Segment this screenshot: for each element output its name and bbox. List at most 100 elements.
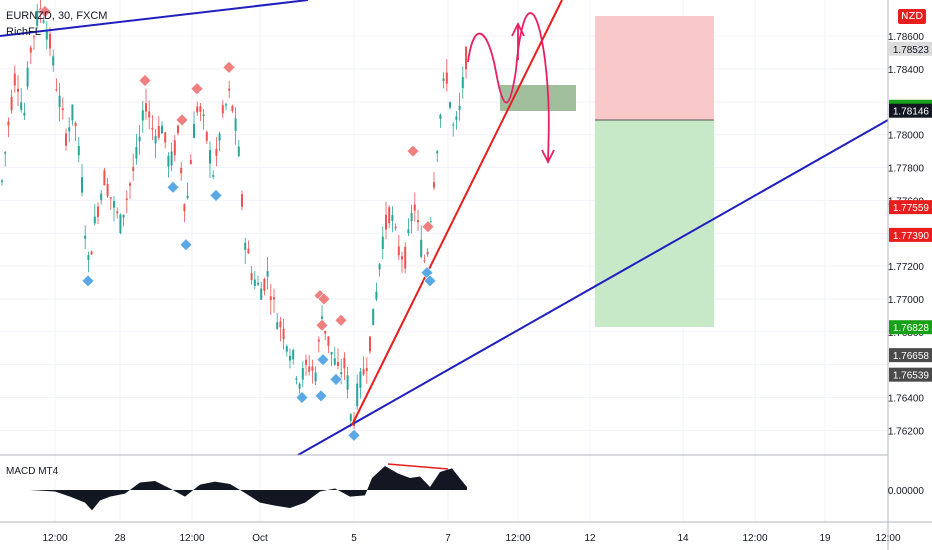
- candle-body: [423, 260, 426, 262]
- time-tick-label: 19: [819, 533, 831, 544]
- candle-body: [269, 296, 272, 301]
- signal-markers: [38, 5, 437, 442]
- candle-body: [58, 95, 61, 108]
- price-tag: [889, 348, 932, 363]
- candle-body: [333, 358, 336, 365]
- candle-body: [285, 346, 288, 352]
- candle-body: [426, 251, 429, 255]
- candle-body: [276, 322, 279, 329]
- buy-signal-diamond: [209, 189, 223, 202]
- price-tick-label: 1.78400: [888, 65, 925, 76]
- candle-body: [340, 372, 343, 375]
- price-tag-label: 1.78523: [893, 45, 930, 56]
- candle-body: [4, 152, 7, 154]
- buy-signal-diamond: [316, 353, 330, 367]
- price-tick-label: 1.78000: [888, 131, 925, 142]
- symbol-title: EURNZD, 30, FXCM: [6, 10, 108, 22]
- support-trendline: [297, 119, 889, 456]
- macd-panel: [0, 454, 888, 511]
- candle-body: [420, 239, 423, 257]
- sell-signal-diamond: [317, 292, 331, 306]
- candle-body: [391, 214, 394, 221]
- candle-body: [247, 248, 250, 254]
- stop-loss-zone: [595, 16, 714, 120]
- candle-body: [87, 255, 90, 260]
- trendline-layer[interactable]: [0, 0, 889, 456]
- time-tick-label: 12:00: [179, 533, 204, 544]
- candle-body: [68, 127, 71, 132]
- candle-body: [369, 336, 371, 352]
- candle-body: [36, 10, 39, 26]
- sell-signal-diamond: [138, 74, 152, 87]
- candle-body: [362, 368, 365, 375]
- price-tag: [889, 200, 932, 215]
- risk-reward-layer[interactable]: [500, 16, 714, 327]
- time-axis[interactable]: 12:00 28 12:00 Oct 5 7 12:00 12 14 12:00 19 12:00: [0, 521, 932, 544]
- candle-body: [381, 236, 384, 249]
- price-axis-background: [888, 0, 932, 550]
- candle-body: [228, 88, 231, 91]
- time-tick-label: 12: [584, 533, 596, 544]
- sell-signal-diamond: [406, 144, 420, 158]
- candle-body: [429, 221, 432, 223]
- sell-signal-diamond: [315, 318, 329, 332]
- time-tick-label: 12:00: [42, 533, 67, 544]
- price-tag: [889, 367, 932, 382]
- candle-body: [77, 145, 80, 156]
- candle-body: [221, 105, 224, 114]
- macd-divergence-line: [387, 463, 449, 470]
- candle-body: [17, 88, 19, 92]
- candle-body: [250, 273, 253, 281]
- candle-body: [404, 246, 407, 269]
- price-tick-label: 1.76400: [888, 394, 925, 405]
- candle-body: [20, 102, 23, 110]
- candle-body: [311, 366, 314, 371]
- price-tick-label: 1.77200: [888, 262, 925, 273]
- candle-body: [113, 201, 115, 208]
- time-tick-label: Oct: [252, 533, 268, 544]
- candle-body: [327, 336, 330, 346]
- candle-body: [317, 339, 320, 342]
- candle-body: [231, 105, 234, 112]
- price-tick-label: 1.76200: [888, 426, 925, 437]
- candle-body: [122, 214, 125, 218]
- time-tick-label: 7: [445, 533, 451, 544]
- indicator-label: RichFL: [6, 26, 41, 38]
- candle-body: [301, 368, 304, 380]
- buy-signal-diamond: [166, 180, 180, 194]
- candle-body: [343, 357, 346, 369]
- price-projection-path: [467, 12, 550, 161]
- candle-body: [164, 132, 167, 143]
- candle-body: [23, 112, 26, 116]
- candle-body: [157, 126, 160, 138]
- candle-body: [189, 159, 192, 165]
- candle-body: [186, 195, 189, 199]
- candle-body: [173, 140, 176, 156]
- candle-body: [183, 204, 186, 212]
- candle-body: [209, 150, 211, 164]
- buy-signal-diamond: [347, 428, 361, 442]
- time-tick-label: 12:00: [505, 533, 530, 544]
- candle-body: [119, 214, 122, 234]
- candle-body: [282, 328, 285, 340]
- arrow-down-icon: [541, 149, 555, 165]
- time-tick-label: 28: [114, 533, 126, 544]
- candle-body: [436, 151, 439, 154]
- candle-body: [170, 151, 173, 166]
- candle-body: [442, 78, 445, 81]
- candle-body: [308, 366, 311, 372]
- candle-body: [266, 271, 269, 277]
- candle-body: [84, 235, 87, 239]
- buy-signal-diamond: [295, 391, 309, 404]
- candle-body: [394, 226, 397, 229]
- candle-body: [433, 182, 435, 188]
- price-tag: [889, 227, 932, 242]
- sell-signal-diamond: [421, 220, 435, 234]
- price-axis[interactable]: 1.762001.764001.768001.770001.772001.776…: [887, 0, 932, 550]
- candle-body: [253, 279, 256, 286]
- resistance-trendline: [0, 0, 309, 37]
- price-tick-label: 1.77000: [888, 295, 925, 306]
- candle-body: [106, 183, 109, 197]
